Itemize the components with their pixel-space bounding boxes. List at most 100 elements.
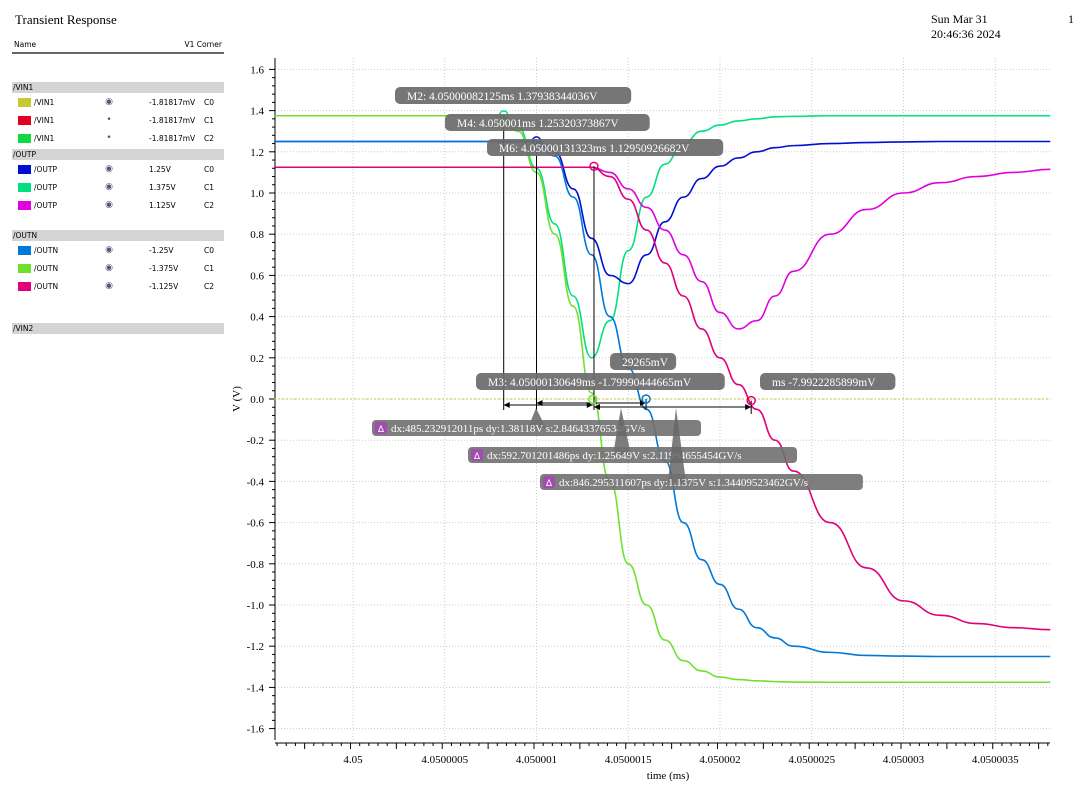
- signal-name: /VIN1: [34, 97, 55, 107]
- marker-4[interactable]: ms -7.9922285899mV: [746, 373, 896, 406]
- col-corner: V1 Corner: [184, 40, 222, 49]
- legend-row[interactable]: /VIN1 • -1.81817mV C1: [12, 111, 224, 129]
- series-line-outn-c2[interactable]: [274, 166, 1051, 631]
- series-line-outn-c1[interactable]: [274, 114, 1051, 684]
- eye-icon[interactable]: ◉: [105, 281, 113, 291]
- corner-label: C1: [204, 115, 215, 125]
- signal-value: 1.125V: [149, 200, 176, 210]
- color-swatch: [18, 115, 31, 125]
- y-tick-label: -1.2: [247, 641, 264, 653]
- y-tick-label: 0.8: [250, 229, 264, 241]
- dot-icon[interactable]: •: [106, 133, 112, 143]
- marker-label: M4: 4.050001ms 1.25320373867V: [457, 118, 619, 130]
- marker-point[interactable]: [589, 161, 599, 172]
- legend-groups: /VIN1/VIN1 ◉ -1.81817mV C0/VIN1 • -1.81817mV C…: [12, 82, 224, 334]
- color-swatch: [18, 200, 31, 210]
- y-tick-label: -1.0: [247, 600, 265, 612]
- eye-icon[interactable]: ◉: [105, 182, 113, 192]
- y-tick-label: 1.6: [250, 64, 264, 76]
- y-tick-label: -0.4: [247, 476, 265, 488]
- signal-value: -1.81817mV: [149, 115, 196, 125]
- x-tick-label: 4.0500025: [788, 754, 835, 766]
- y-tick-label: -1.4: [247, 682, 265, 694]
- x-axis-label: time (ms): [647, 770, 690, 782]
- corner-label: C0: [204, 97, 215, 107]
- eye-icon[interactable]: ◉: [105, 97, 113, 107]
- signal-value: 1.375V: [149, 182, 176, 192]
- signal-value: -1.81817mV: [149, 133, 196, 143]
- legend-panel: Name V1 Corner /VIN1/VIN1 ◉ -1.81817mV C0/V…: [12, 38, 224, 334]
- eye-icon[interactable]: ◉: [105, 164, 113, 174]
- dot-icon[interactable]: •: [106, 115, 112, 125]
- delta-glyph: Δ: [474, 452, 481, 462]
- arrowhead-icon: [503, 402, 510, 408]
- eye-icon[interactable]: ◉: [105, 263, 113, 273]
- marker-point[interactable]: [746, 395, 756, 406]
- x-tick-label: 4.050002: [699, 754, 740, 766]
- legend-row[interactable]: /OUTP ◉ 1.375V C1: [12, 178, 224, 196]
- col-name: Name: [14, 40, 37, 49]
- corner-label: C2: [204, 200, 215, 210]
- arrowhead-icon: [593, 404, 600, 410]
- eye-icon[interactable]: ◉: [105, 200, 113, 210]
- y-tick-label: 1.4: [250, 106, 264, 118]
- marker-label: ms -7.9922285899mV: [772, 377, 876, 389]
- marker-point[interactable]: [587, 394, 598, 405]
- marker-label: M3: 4.05000130649ms -1.79990444665mV: [488, 377, 692, 389]
- corner-label: C2: [204, 281, 215, 291]
- color-swatch: [18, 263, 31, 273]
- legend-group-header[interactable]: /OUTN: [12, 230, 224, 241]
- legend-row[interactable]: /OUTN ◉ -1.375V C1: [12, 259, 224, 277]
- legend-group-header[interactable]: /VIN1: [12, 82, 224, 93]
- delta-glyph: Δ: [546, 479, 553, 489]
- marker-1[interactable]: M2: 4.05000082125ms 1.37938344036V: [395, 87, 632, 120]
- signal-name: /VIN1: [34, 133, 55, 143]
- delta-icon: [543, 476, 555, 488]
- y-tick-label: -1.6: [247, 724, 265, 736]
- delta-icon: [471, 449, 483, 461]
- x-tick-label: 4.050001: [516, 754, 557, 766]
- legend-row[interactable]: /OUTP ◉ 1.25V C0: [12, 160, 224, 178]
- marker-5[interactable]: 29265mV: [610, 353, 677, 404]
- y-tick-label: 0.6: [250, 270, 264, 282]
- legend-row[interactable]: /OUTN ◉ -1.25V C0: [12, 241, 224, 259]
- arrowhead-icon: [536, 400, 543, 406]
- signal-value: -1.125V: [149, 281, 179, 291]
- delta-icon: [375, 422, 387, 434]
- color-swatch: [18, 182, 31, 192]
- x-tick-label: 4.05: [343, 754, 363, 766]
- legend-row[interactable]: /VIN1 • -1.81817mV C2: [12, 129, 224, 147]
- signal-name: /VIN1: [34, 115, 55, 125]
- y-tick-label: -0.8: [247, 559, 265, 571]
- signal-value: 1.25V: [149, 164, 171, 174]
- x-tick-label: 4.0500035: [972, 754, 1019, 766]
- signal-value: -1.25V: [149, 245, 174, 255]
- marker-label: M2: 4.05000082125ms 1.37938344036V: [407, 91, 598, 103]
- signal-value: -1.81817mV: [149, 97, 196, 107]
- legend-row[interactable]: /VIN1 ◉ -1.81817mV C0: [12, 93, 224, 111]
- legend-row[interactable]: /OUTN ◉ -1.125V C2: [12, 277, 224, 295]
- signal-name: /OUTN: [34, 245, 59, 255]
- marker-2[interactable]: M4: 4.050001ms 1.25320373867V: [445, 114, 650, 146]
- marker-6[interactable]: M3: 4.05000130649ms -1.79990444665mV: [476, 373, 725, 405]
- marker-3[interactable]: M6: 4.05000131323ms 1.12950926682V: [487, 139, 724, 172]
- legend-group-header[interactable]: /VIN2: [12, 323, 224, 334]
- y-tick-label: -0.6: [247, 518, 265, 530]
- delta-text: dx:485.232912011ps dy:1.38118V s:2.84643…: [391, 423, 645, 435]
- legend-row[interactable]: /OUTP ◉ 1.125V C2: [12, 196, 224, 214]
- corner-label: C1: [204, 263, 215, 273]
- color-swatch: [18, 164, 31, 174]
- marker-point[interactable]: [641, 394, 651, 404]
- signal-name: /OUTN: [34, 281, 59, 291]
- x-tick-label: 4.050003: [883, 754, 925, 766]
- y-tick-label: -0.2: [247, 435, 264, 447]
- delta-glyph: Δ: [378, 425, 385, 435]
- legend-group-header[interactable]: /OUTP: [12, 149, 224, 160]
- signal-name: /OUTP: [34, 164, 58, 174]
- arrowhead-icon: [745, 404, 752, 410]
- eye-icon[interactable]: ◉: [105, 245, 113, 255]
- corner-label: C0: [204, 164, 215, 174]
- signal-value: -1.375V: [149, 263, 179, 273]
